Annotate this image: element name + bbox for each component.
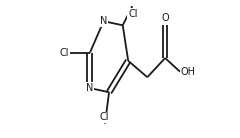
Text: O: O	[161, 13, 169, 22]
Text: Cl: Cl	[100, 112, 109, 122]
Text: OH: OH	[181, 67, 196, 77]
Text: N: N	[86, 83, 94, 93]
Text: N: N	[100, 16, 107, 26]
Text: Cl: Cl	[59, 48, 69, 58]
Text: Cl: Cl	[128, 9, 138, 19]
